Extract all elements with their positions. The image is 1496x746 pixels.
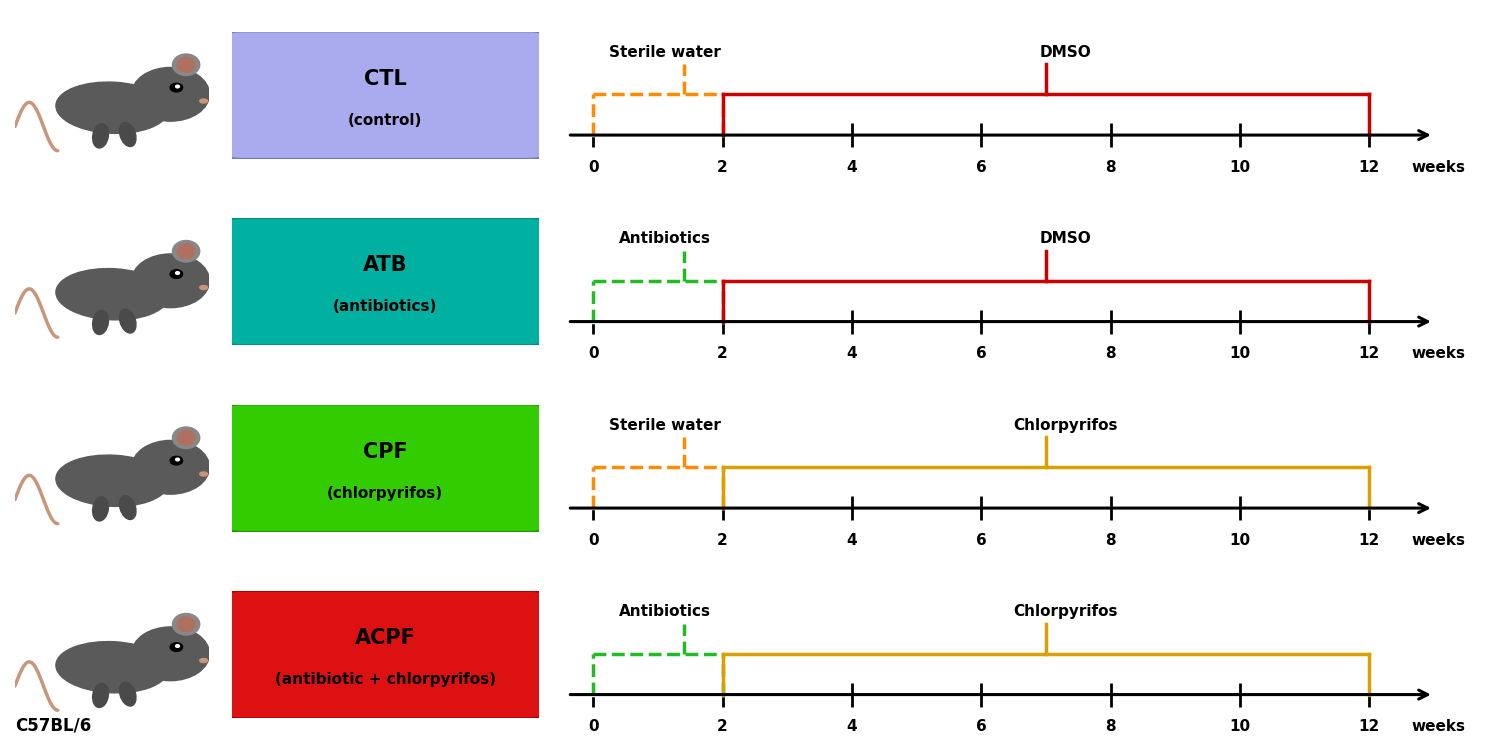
Text: weeks: weeks xyxy=(1411,533,1465,548)
Text: 6: 6 xyxy=(975,719,986,734)
Text: 8: 8 xyxy=(1106,160,1116,175)
Ellipse shape xyxy=(178,430,194,445)
Text: weeks: weeks xyxy=(1411,160,1465,175)
Circle shape xyxy=(132,627,209,680)
Ellipse shape xyxy=(200,99,208,103)
Text: 6: 6 xyxy=(975,346,986,361)
Ellipse shape xyxy=(120,122,136,146)
Text: 4: 4 xyxy=(847,346,857,361)
FancyBboxPatch shape xyxy=(223,404,548,533)
Ellipse shape xyxy=(172,427,200,448)
Circle shape xyxy=(171,457,183,465)
Text: 0: 0 xyxy=(588,160,598,175)
Text: 12: 12 xyxy=(1358,346,1379,361)
Text: Sterile water: Sterile water xyxy=(609,418,721,433)
Ellipse shape xyxy=(178,244,194,259)
Circle shape xyxy=(171,84,183,92)
Ellipse shape xyxy=(172,54,200,75)
Text: 10: 10 xyxy=(1230,719,1251,734)
Text: 8: 8 xyxy=(1106,719,1116,734)
Circle shape xyxy=(171,643,183,651)
Text: DMSO: DMSO xyxy=(1040,231,1091,246)
Text: 12: 12 xyxy=(1358,160,1379,175)
Text: 8: 8 xyxy=(1106,346,1116,361)
Ellipse shape xyxy=(120,309,136,333)
Text: 10: 10 xyxy=(1230,533,1251,548)
Text: 0: 0 xyxy=(588,346,598,361)
Ellipse shape xyxy=(200,659,208,662)
Text: (chlorpyrifos): (chlorpyrifos) xyxy=(328,486,443,501)
Text: 10: 10 xyxy=(1230,346,1251,361)
Circle shape xyxy=(132,254,209,307)
Text: 4: 4 xyxy=(847,533,857,548)
Text: 2: 2 xyxy=(717,533,729,548)
Ellipse shape xyxy=(172,613,200,635)
Text: 0: 0 xyxy=(588,719,598,734)
Ellipse shape xyxy=(120,495,136,519)
Text: 0: 0 xyxy=(588,533,598,548)
Circle shape xyxy=(171,270,183,278)
Text: Chlorpyrifos: Chlorpyrifos xyxy=(1013,418,1118,433)
Text: ATB: ATB xyxy=(364,255,407,275)
Circle shape xyxy=(175,85,180,88)
Text: C57BL/6: C57BL/6 xyxy=(15,717,91,735)
Ellipse shape xyxy=(93,497,108,521)
Ellipse shape xyxy=(93,310,108,334)
Text: Antibiotics: Antibiotics xyxy=(618,231,711,246)
Text: weeks: weeks xyxy=(1411,719,1465,734)
Ellipse shape xyxy=(55,642,169,693)
Ellipse shape xyxy=(178,617,194,632)
Ellipse shape xyxy=(93,683,108,707)
Text: DMSO: DMSO xyxy=(1040,45,1091,60)
Text: weeks: weeks xyxy=(1411,346,1465,361)
Text: (control): (control) xyxy=(349,113,422,128)
FancyBboxPatch shape xyxy=(223,31,548,160)
Text: 6: 6 xyxy=(975,160,986,175)
Text: Sterile water: Sterile water xyxy=(609,45,721,60)
Ellipse shape xyxy=(120,682,136,706)
Ellipse shape xyxy=(93,124,108,148)
Text: 6: 6 xyxy=(975,533,986,548)
Text: 2: 2 xyxy=(717,719,729,734)
Text: 12: 12 xyxy=(1358,719,1379,734)
Text: Antibiotics: Antibiotics xyxy=(618,604,711,619)
Circle shape xyxy=(132,67,209,121)
Text: CPF: CPF xyxy=(364,442,407,462)
Text: 2: 2 xyxy=(717,346,729,361)
Ellipse shape xyxy=(172,240,200,262)
Text: ACPF: ACPF xyxy=(355,628,416,648)
Text: 10: 10 xyxy=(1230,160,1251,175)
Ellipse shape xyxy=(55,82,169,134)
Ellipse shape xyxy=(200,472,208,476)
Text: 4: 4 xyxy=(847,160,857,175)
Circle shape xyxy=(175,272,180,275)
Text: CTL: CTL xyxy=(364,69,407,89)
Text: 8: 8 xyxy=(1106,533,1116,548)
Circle shape xyxy=(175,645,180,648)
Text: 4: 4 xyxy=(847,719,857,734)
Text: 2: 2 xyxy=(717,160,729,175)
Text: (antibiotics): (antibiotics) xyxy=(334,299,437,315)
FancyBboxPatch shape xyxy=(223,590,548,719)
Circle shape xyxy=(175,458,180,461)
Ellipse shape xyxy=(200,286,208,289)
Text: 12: 12 xyxy=(1358,533,1379,548)
Text: (antibiotic + chlorpyrifos): (antibiotic + chlorpyrifos) xyxy=(275,672,495,688)
Text: Chlorpyrifos: Chlorpyrifos xyxy=(1013,604,1118,619)
Ellipse shape xyxy=(55,269,169,320)
Ellipse shape xyxy=(178,57,194,72)
Ellipse shape xyxy=(55,455,169,507)
Circle shape xyxy=(132,440,209,494)
FancyBboxPatch shape xyxy=(223,217,548,346)
